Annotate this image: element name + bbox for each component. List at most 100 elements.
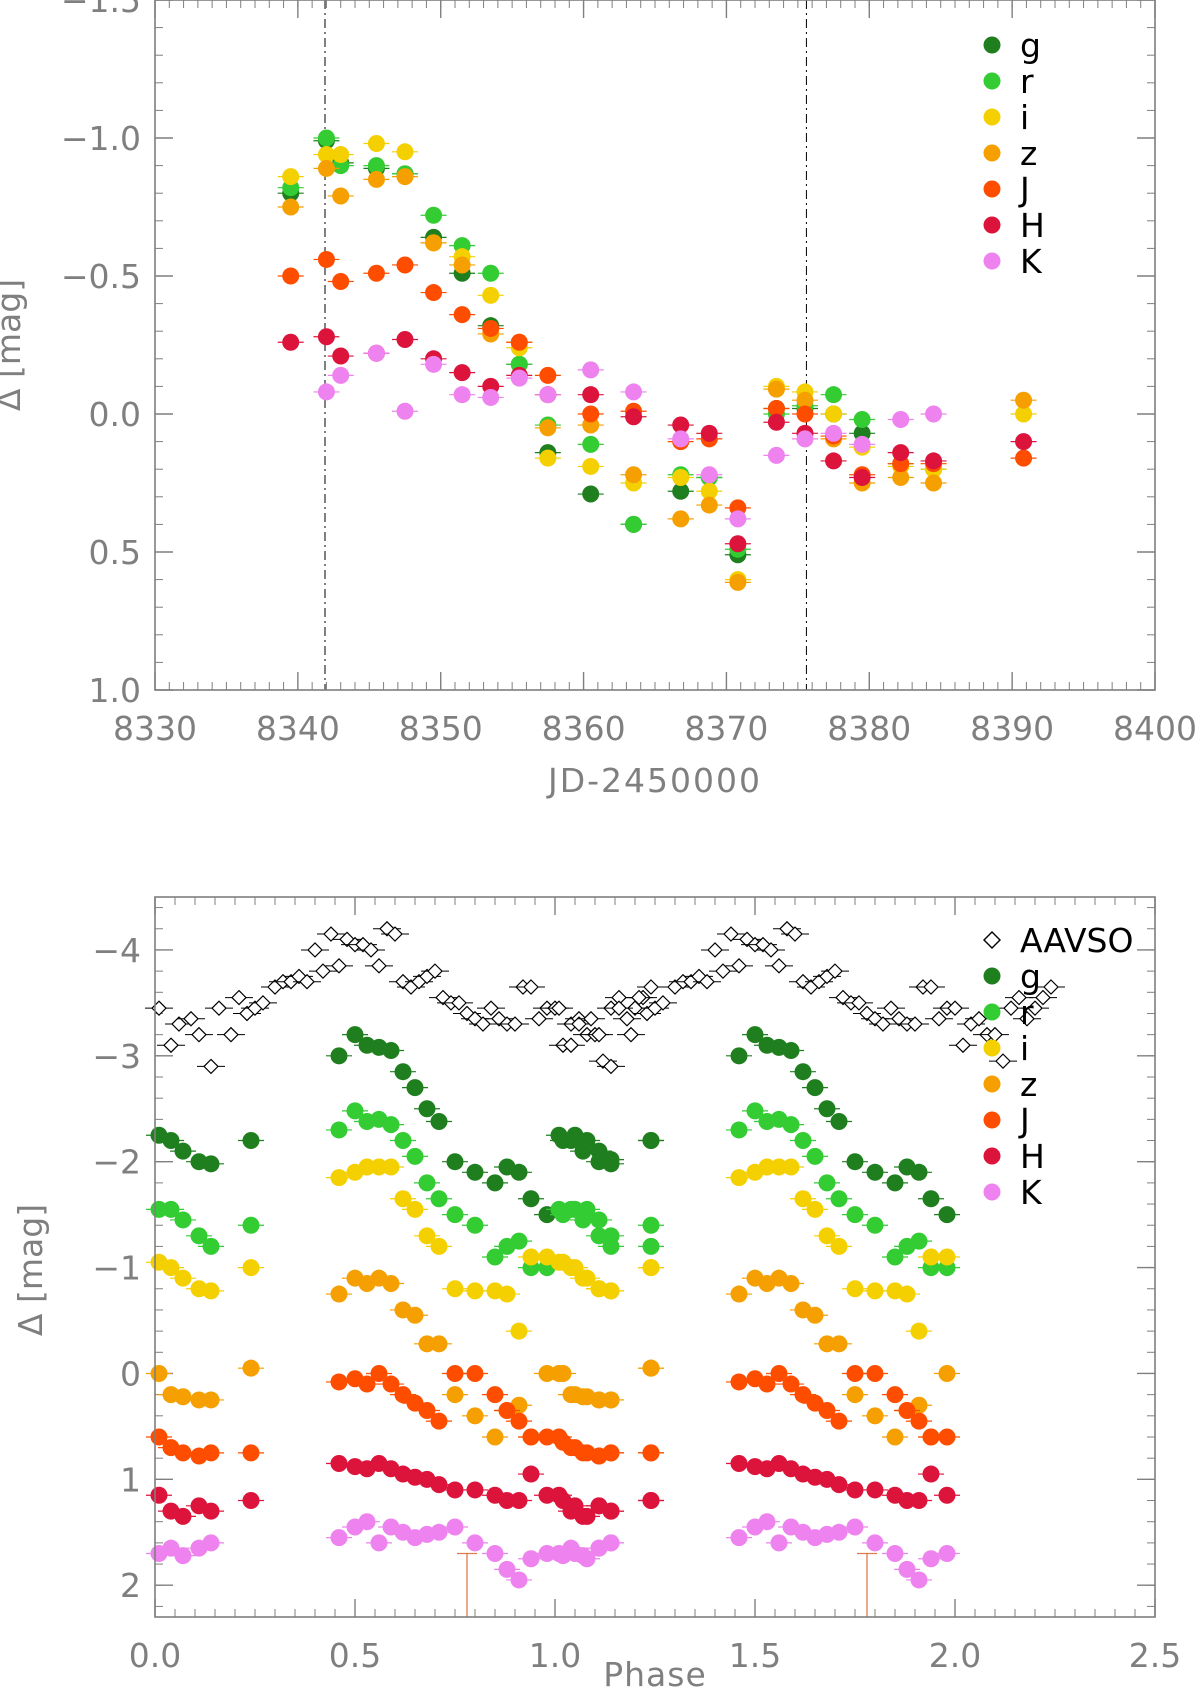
y-tick-label: −3 — [92, 1037, 141, 1076]
data-point-AAVSO — [931, 1010, 947, 1027]
data-point-H — [730, 1454, 748, 1472]
data-point-AAVSO — [163, 1037, 179, 1054]
data-point-z — [866, 1407, 884, 1425]
data-point-r — [346, 1102, 364, 1120]
data-point-K — [482, 388, 500, 406]
data-point-AAVSO — [591, 1026, 607, 1043]
data-point-AAVSO — [955, 1037, 971, 1054]
data-point-i — [382, 1158, 400, 1176]
data-point-H — [910, 1492, 928, 1510]
data-point-z — [202, 1391, 220, 1409]
data-point-g — [510, 1163, 528, 1181]
x-tick-label: 2.5 — [1129, 1636, 1181, 1675]
data-point-i — [818, 1227, 836, 1245]
data-point-r — [582, 435, 600, 453]
data-point-K — [925, 405, 943, 423]
data-point-r — [394, 1132, 412, 1150]
top-y-axis-label: Δ [mag] — [0, 279, 28, 411]
data-point-r — [746, 1102, 764, 1120]
top-panel: 8330 8340 8350 8360 8370 8380 8390 8400 −1.5 −1.0… — [0, 0, 1197, 800]
data-point-r — [446, 1206, 464, 1224]
data-point-g — [794, 1063, 812, 1081]
data-point-g — [346, 1026, 364, 1044]
data-point-z — [796, 391, 814, 409]
data-point-H — [150, 1486, 168, 1504]
data-point-r — [466, 1216, 484, 1234]
legend-marker-g — [983, 36, 1001, 54]
data-point-AAVSO — [731, 957, 747, 974]
data-point-r — [418, 1174, 436, 1192]
data-point-H — [825, 452, 843, 470]
data-point-AAVSO — [771, 957, 787, 974]
data-point-K — [729, 510, 747, 528]
data-point-J — [453, 306, 471, 324]
data-point-J — [582, 405, 600, 423]
data-point-K — [898, 1560, 916, 1578]
data-point-r — [825, 386, 843, 404]
data-point-r — [482, 264, 500, 282]
data-point-H — [242, 1492, 260, 1510]
data-point-K — [539, 386, 557, 404]
bottom-x-axis-label: Phase — [603, 1655, 707, 1693]
data-point-g — [466, 1163, 484, 1181]
x-tick-label: 0.0 — [129, 1636, 181, 1675]
data-point-J — [510, 1412, 528, 1430]
bottom-tick-labels: 0.0 0.5 1.0 1.5 2.0 2.5 −4 −3 −2 −1 0 1 2 — [92, 931, 1181, 1675]
data-point-i — [174, 1269, 192, 1287]
data-point-J — [830, 1412, 848, 1430]
data-point-J — [550, 1428, 568, 1446]
x-tick-label: 0.5 — [329, 1636, 381, 1675]
data-point-r — [174, 1211, 192, 1229]
legend-label-H: H — [1020, 206, 1045, 245]
data-point-z — [767, 380, 785, 398]
x-tick-label: 8390 — [970, 709, 1054, 748]
legend-marker-K — [983, 252, 1001, 270]
data-point-AAVSO — [795, 973, 811, 990]
data-point-K — [498, 1560, 516, 1578]
data-point-J — [498, 1402, 516, 1420]
top-tick-labels: 8330 8340 8350 8360 8370 8380 8390 8400 −1.5 −1.0… — [61, 0, 1197, 748]
data-point-r — [625, 515, 643, 533]
data-point-AAVSO — [571, 1016, 587, 1032]
data-point-i — [367, 135, 385, 153]
data-point-g — [202, 1155, 220, 1173]
data-point-J — [282, 267, 300, 285]
data-point-J — [922, 1428, 940, 1446]
data-point-z — [886, 1428, 904, 1446]
data-point-i — [825, 405, 843, 423]
data-point-K — [846, 1518, 864, 1536]
data-point-J — [242, 1444, 260, 1462]
data-point-K — [425, 355, 443, 373]
data-point-AAVSO — [787, 926, 803, 942]
data-point-K — [700, 466, 718, 484]
data-point-r — [782, 1116, 800, 1134]
data-point-K — [446, 1518, 464, 1536]
top-plot-frame — [154, 0, 1156, 691]
data-point-J — [367, 264, 385, 282]
data-point-g — [846, 1153, 864, 1171]
data-point-z — [938, 1364, 956, 1382]
data-point-AAVSO — [475, 1016, 491, 1032]
data-point-AAVSO — [223, 1026, 239, 1043]
y-tick-label: 1.0 — [89, 671, 141, 710]
data-point-AAVSO — [971, 1010, 987, 1027]
data-point-r — [330, 1121, 348, 1139]
data-point-z — [242, 1359, 260, 1377]
data-point-g — [938, 1206, 956, 1224]
data-point-g — [174, 1142, 192, 1160]
data-point-AAVSO — [699, 973, 715, 990]
legend-marker-r — [983, 72, 1001, 90]
data-point-i — [574, 1269, 592, 1287]
data-point-AAVSO — [851, 995, 867, 1011]
x-tick-label: 8330 — [113, 709, 197, 748]
data-point-K — [825, 424, 843, 442]
data-point-J — [782, 1375, 800, 1393]
data-point-i — [806, 1200, 824, 1218]
data-point-AAVSO — [987, 1026, 1003, 1043]
y-tick-label: 0.0 — [89, 395, 141, 434]
x-tick-label: 8380 — [827, 709, 911, 748]
data-point-K — [430, 1523, 448, 1541]
data-point-K — [938, 1544, 956, 1562]
data-point-K — [510, 369, 528, 387]
